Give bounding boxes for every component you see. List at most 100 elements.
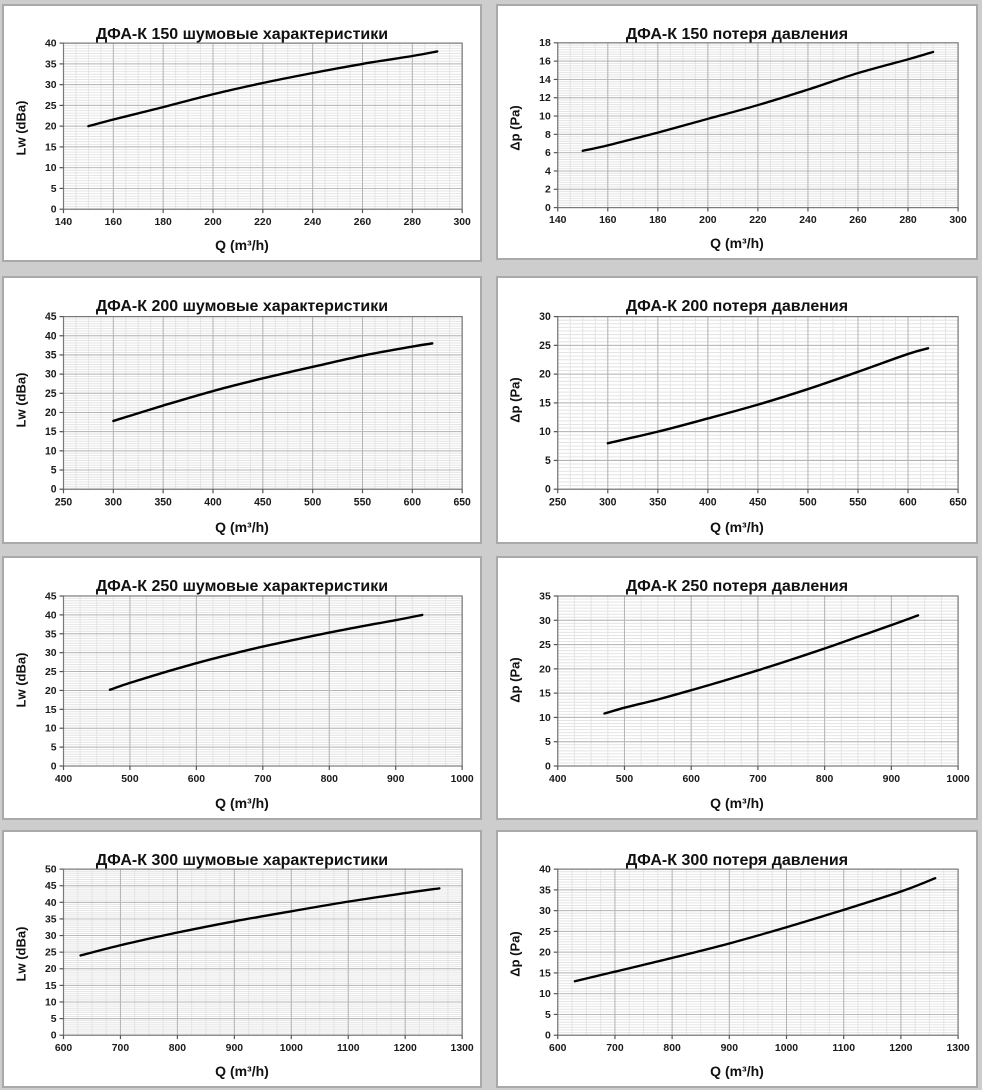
svg-text:0: 0 bbox=[51, 484, 57, 496]
svg-text:1100: 1100 bbox=[337, 1043, 360, 1054]
chart-plot-dfa-k-200-noise: 250 300 350 400 450 500 550 600 650 0 5 10 15 20 25 30 3… bbox=[45, 311, 471, 508]
svg-text:550: 550 bbox=[354, 496, 371, 508]
svg-text:700: 700 bbox=[254, 774, 272, 785]
svg-text:25: 25 bbox=[539, 640, 551, 651]
svg-text:240: 240 bbox=[304, 217, 322, 228]
svg-text:240: 240 bbox=[799, 215, 817, 226]
svg-text:800: 800 bbox=[816, 774, 834, 785]
svg-text:18: 18 bbox=[539, 38, 551, 49]
chart-title: ДФА-К 150 потеря давления bbox=[625, 26, 849, 44]
svg-text:35: 35 bbox=[45, 914, 57, 925]
svg-text:20: 20 bbox=[539, 369, 551, 381]
svg-text:180: 180 bbox=[154, 217, 172, 228]
x-axis-label: Q (m³/h) bbox=[710, 1063, 764, 1079]
svg-text:25: 25 bbox=[45, 948, 57, 959]
svg-text:30: 30 bbox=[539, 311, 551, 323]
svg-text:8: 8 bbox=[545, 130, 551, 141]
svg-text:220: 220 bbox=[254, 217, 272, 228]
svg-text:5: 5 bbox=[51, 1014, 57, 1025]
svg-text:1300: 1300 bbox=[451, 1043, 474, 1054]
svg-text:600: 600 bbox=[188, 774, 206, 785]
svg-text:140: 140 bbox=[549, 215, 567, 226]
svg-text:1200: 1200 bbox=[394, 1043, 417, 1054]
svg-text:5: 5 bbox=[51, 464, 57, 476]
svg-text:30: 30 bbox=[45, 369, 57, 381]
svg-text:260: 260 bbox=[849, 215, 867, 226]
svg-text:20: 20 bbox=[539, 664, 551, 675]
chart-panel-dfa-k-150-pressure: 140 160 180 200 220 240 260 280 300 0 2 4 6 8 10 12 14 16… bbox=[496, 4, 978, 260]
chart-title: ДФА-К 200 шумовые характеристики bbox=[95, 298, 389, 316]
svg-text:0: 0 bbox=[51, 1031, 57, 1042]
svg-text:30: 30 bbox=[539, 616, 551, 627]
svg-text:5: 5 bbox=[545, 737, 551, 748]
chart-plot-dfa-k-150-noise: 140 160 180 200 220 240 260 280 300 0 5 10 15 20 25 30 3… bbox=[45, 39, 471, 228]
svg-text:30: 30 bbox=[45, 931, 57, 942]
svg-text:350: 350 bbox=[154, 496, 171, 508]
svg-text:30: 30 bbox=[45, 80, 57, 91]
svg-text:1000: 1000 bbox=[451, 774, 474, 785]
x-axis-label: Q (m³/h) bbox=[215, 1063, 269, 1079]
y-axis-label: Δp (Pa) bbox=[507, 377, 523, 423]
svg-text:15: 15 bbox=[539, 397, 551, 409]
svg-text:800: 800 bbox=[321, 774, 339, 785]
svg-text:35: 35 bbox=[45, 59, 57, 70]
svg-text:160: 160 bbox=[105, 217, 123, 228]
svg-text:500: 500 bbox=[799, 496, 817, 508]
x-axis-label: Q (m³/h) bbox=[215, 237, 269, 253]
svg-text:6: 6 bbox=[545, 148, 551, 159]
svg-text:200: 200 bbox=[699, 215, 717, 226]
chart-title: ДФА-К 300 шумовые характеристики bbox=[95, 852, 389, 870]
chart-plot-dfa-k-300-noise: 600 700 800 900 1000 1100 1200 1300 0 5 10 15 20 25 30… bbox=[45, 865, 474, 1054]
svg-text:500: 500 bbox=[304, 496, 321, 508]
svg-text:1200: 1200 bbox=[889, 1043, 912, 1054]
svg-text:30: 30 bbox=[539, 906, 551, 917]
svg-text:30: 30 bbox=[45, 648, 57, 659]
svg-text:20: 20 bbox=[45, 964, 57, 975]
chart-panel-dfa-k-300-pressure: 600 700 800 900 1000 1100 1200 1300 0 5 10 15 20 25 30… bbox=[496, 830, 978, 1088]
svg-text:25: 25 bbox=[45, 101, 57, 112]
svg-text:45: 45 bbox=[45, 881, 57, 892]
svg-text:45: 45 bbox=[45, 311, 57, 323]
y-axis-label: Lw (dBa) bbox=[13, 926, 29, 982]
svg-text:500: 500 bbox=[121, 774, 139, 785]
svg-text:20: 20 bbox=[45, 122, 57, 133]
svg-text:40: 40 bbox=[539, 865, 551, 876]
svg-text:5: 5 bbox=[545, 1010, 551, 1021]
svg-text:300: 300 bbox=[105, 496, 122, 508]
svg-text:10: 10 bbox=[45, 997, 57, 1008]
svg-text:15: 15 bbox=[45, 142, 57, 153]
chart-plot-dfa-k-300-pressure: 600 700 800 900 1000 1100 1200 1300 0 5 10 15 20 25 30… bbox=[539, 865, 970, 1054]
svg-text:15: 15 bbox=[45, 426, 57, 438]
svg-text:300: 300 bbox=[599, 496, 617, 508]
svg-text:0: 0 bbox=[545, 1031, 551, 1042]
svg-text:20: 20 bbox=[45, 407, 57, 419]
chart-panel-dfa-k-200-noise: 250 300 350 400 450 500 550 600 650 0 5 10 15 20 25 30 3… bbox=[2, 276, 482, 544]
chart-panel-dfa-k-250-pressure: 400 500 600 700 800 900 1000 0 5 10 15 20 25 30 35 ДФА… bbox=[496, 556, 978, 820]
svg-text:400: 400 bbox=[549, 774, 567, 785]
svg-text:0: 0 bbox=[545, 761, 551, 772]
svg-text:2: 2 bbox=[545, 185, 551, 196]
chart-panel-dfa-k-200-pressure: 250 300 350 400 450 500 550 600 650 0 5 10 15 20 25 30 … bbox=[496, 276, 978, 544]
svg-text:20: 20 bbox=[45, 686, 57, 697]
svg-text:10: 10 bbox=[45, 445, 57, 457]
svg-text:500: 500 bbox=[616, 774, 634, 785]
y-axis-label: Lw (dBa) bbox=[13, 652, 29, 708]
chart-title: ДФА-К 250 шумовые характеристики bbox=[95, 578, 389, 596]
svg-text:45: 45 bbox=[45, 591, 57, 602]
svg-text:300: 300 bbox=[949, 215, 967, 226]
svg-text:400: 400 bbox=[55, 774, 73, 785]
x-axis-label: Q (m³/h) bbox=[215, 795, 269, 811]
svg-text:700: 700 bbox=[749, 774, 767, 785]
chart-title: ДФА-К 200 потеря давления bbox=[625, 298, 849, 316]
svg-text:800: 800 bbox=[169, 1043, 187, 1054]
svg-text:0: 0 bbox=[51, 761, 57, 772]
svg-text:4: 4 bbox=[545, 166, 551, 177]
svg-text:0: 0 bbox=[545, 203, 551, 214]
svg-text:900: 900 bbox=[387, 774, 405, 785]
svg-text:35: 35 bbox=[45, 629, 57, 640]
svg-text:35: 35 bbox=[539, 885, 551, 896]
x-axis-label: Q (m³/h) bbox=[710, 235, 764, 251]
svg-text:180: 180 bbox=[649, 215, 667, 226]
svg-text:0: 0 bbox=[51, 205, 57, 216]
